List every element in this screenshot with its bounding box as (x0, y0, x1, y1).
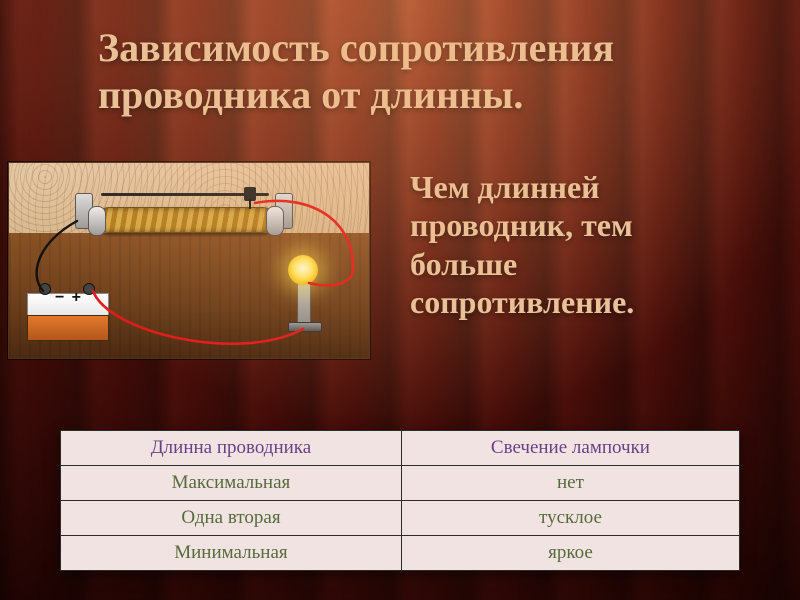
circuit-diagram: − + (8, 162, 370, 359)
caption-line-2: проводник, тем (410, 207, 633, 243)
battery-terminal-positive (83, 283, 95, 295)
table-row: Максимальная нет (61, 466, 740, 501)
cell-glow-2: яркое (401, 536, 739, 571)
cell-glow-1: тусклое (401, 501, 739, 536)
battery-top-layer (27, 293, 109, 317)
results-table: Длинна проводника Свечение лампочки Макс… (60, 430, 740, 571)
title-line-1: Зависимость сопротивления (98, 25, 614, 70)
rheostat-coil (97, 207, 275, 233)
caption-line-1: Чем длинней (410, 169, 600, 205)
slide-stage: Зависимость сопротивления проводника от … (0, 0, 800, 600)
battery-terminal-negative (39, 283, 51, 295)
battery-bottom-layer (27, 315, 109, 341)
table-header-row: Длинна проводника Свечение лампочки (61, 431, 740, 466)
table-row: Минимальная яркое (61, 536, 740, 571)
bulb-stand (297, 283, 311, 331)
table-row: Одна вторая тусклое (61, 501, 740, 536)
title-line-2: проводника от длинны. (98, 72, 523, 117)
table-header-glow: Свечение лампочки (401, 431, 739, 466)
caption-text: Чем длинней проводник, тем больше сопрот… (410, 168, 770, 322)
battery-minus-sign: − (55, 289, 64, 307)
caption-line-4: сопротивление. (410, 284, 634, 320)
cell-length-0: Максимальная (61, 466, 402, 501)
cell-length-2: Минимальная (61, 536, 402, 571)
cell-length-1: Одна вторая (61, 501, 402, 536)
slide-title: Зависимость сопротивления проводника от … (98, 24, 738, 118)
table-header-length: Длинна проводника (61, 431, 402, 466)
cell-glow-0: нет (401, 466, 739, 501)
battery: − + (27, 291, 107, 341)
caption-line-3: больше (410, 246, 517, 282)
rheostat-slider (244, 187, 256, 201)
bulb-glow (288, 255, 318, 285)
battery-plus-sign: + (72, 289, 81, 307)
